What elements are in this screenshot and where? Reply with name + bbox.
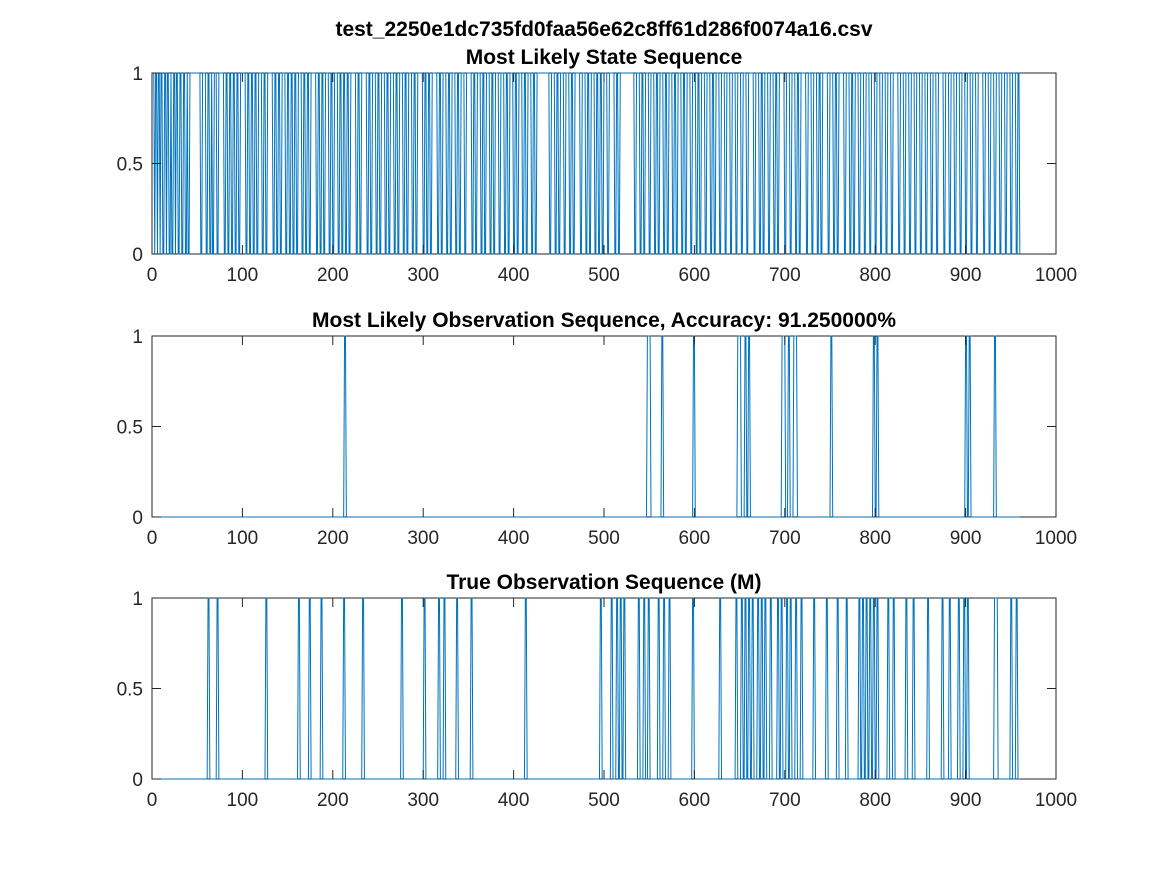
x-tick-label: 0 [147,790,158,811]
series-trace [152,335,1020,518]
y-tick-label: 0.5 [117,155,143,176]
x-tick-label: 1000 [1035,528,1077,549]
y-tick-label: 0 [132,770,143,791]
y-tick-label: 1 [132,589,143,610]
plot-area [151,335,1057,518]
x-tick-label: 900 [950,265,982,286]
x-tick-label: 1000 [1035,265,1077,286]
subplot-title: True Observation Sequence (M) [446,571,761,594]
x-tick-label: 300 [407,528,439,549]
y-tick-label: 1 [132,327,143,348]
y-tick-label: 0 [132,245,143,266]
x-tick-label: 400 [498,528,530,549]
x-tick-label: 900 [950,790,982,811]
x-tick-label: 300 [407,265,439,286]
x-tick-label: 800 [859,790,891,811]
x-tick-label: 0 [147,265,158,286]
y-tick-label: 0.5 [117,680,143,701]
y-tick-label: 0 [132,508,143,529]
x-tick-label: 500 [588,528,620,549]
x-tick-label: 500 [588,265,620,286]
figure-suptitle: test_2250e1dc735fd0faa56e62c8ff61d286f00… [335,18,872,41]
x-tick-label: 100 [227,528,259,549]
subplot-2: Most Likely Observation Sequence, Accura… [117,309,1078,549]
subplot-title: Most Likely Observation Sequence, Accura… [312,309,896,332]
y-tick-label: 0.5 [117,418,143,439]
x-tick-label: 300 [407,790,439,811]
y-tick-label: 1 [132,64,143,85]
x-tick-label: 700 [769,790,801,811]
x-tick-label: 400 [498,265,530,286]
x-tick-label: 100 [227,265,259,286]
x-tick-label: 200 [317,265,349,286]
x-tick-label: 800 [859,528,891,549]
x-tick-label: 600 [679,528,711,549]
x-tick-label: 500 [588,790,620,811]
series-trace [152,597,1020,780]
x-tick-label: 900 [950,528,982,549]
x-tick-label: 200 [317,790,349,811]
x-tick-label: 400 [498,790,530,811]
series-trace [152,72,1021,255]
x-tick-label: 100 [227,790,259,811]
subplot-title: Most Likely State Sequence [466,46,743,69]
x-tick-label: 800 [859,265,891,286]
x-tick-label: 700 [769,528,801,549]
subplot-3: True Observation Sequence (M) 0 100 200 300 4… [117,571,1078,811]
x-tick-label: 600 [679,265,711,286]
x-tick-label: 700 [769,265,801,286]
x-tick-label: 0 [147,528,158,549]
x-tick-label: 600 [679,790,711,811]
x-tick-label: 200 [317,528,349,549]
plot-area [151,597,1057,780]
subplot-1: Most Likely State Sequence 0 100 200 300 400 5… [117,46,1078,286]
x-tick-label: 1000 [1035,790,1077,811]
